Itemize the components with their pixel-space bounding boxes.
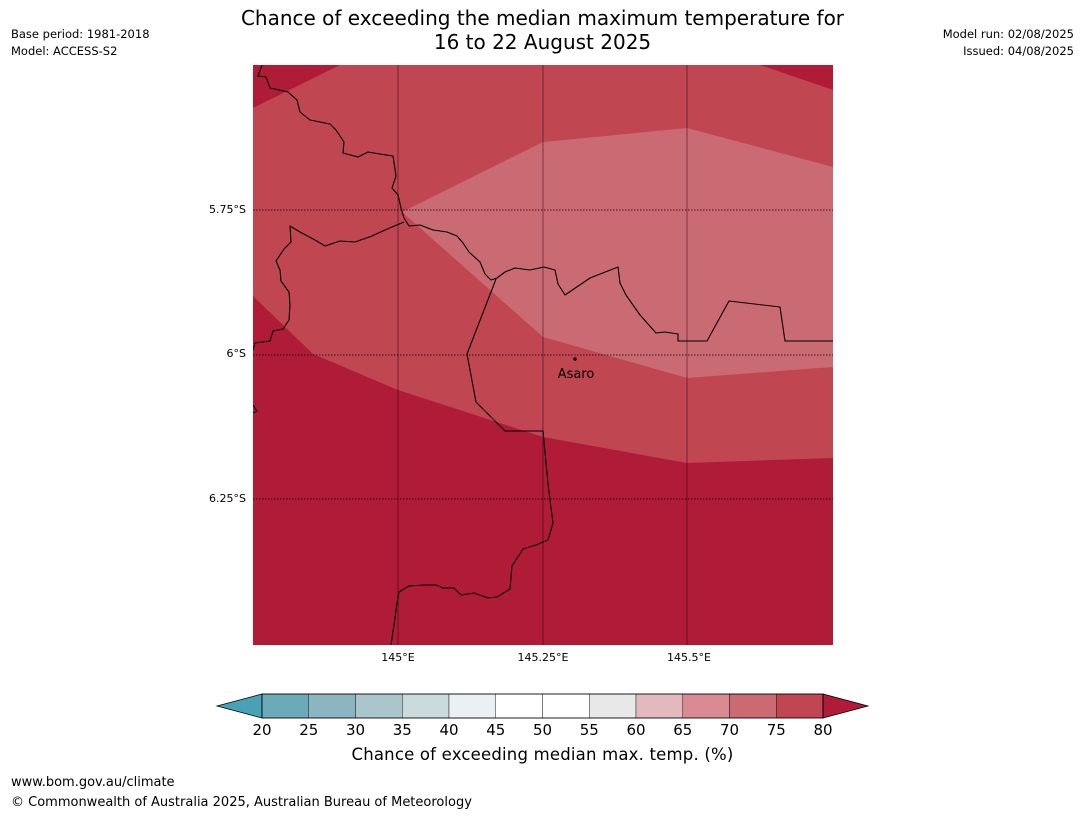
lat-label-6: 6°S (227, 347, 246, 360)
colorbar-segment (682, 693, 730, 719)
footer-url[interactable]: www.bom.gov.au/climate (11, 775, 175, 790)
colorbar-title: Chance of exceeding median max. temp. (%… (351, 745, 734, 764)
colorbar-segment (635, 693, 683, 719)
colorbar-tick-label: 25 (299, 721, 318, 739)
provincial-boundary-north (257, 65, 833, 342)
title-line-2: 16 to 22 August 2025 (433, 30, 652, 54)
colorbar-segment (355, 693, 403, 719)
provincial-boundary-fragment (253, 404, 258, 414)
colorbar-tick-label: 60 (626, 721, 645, 739)
colorbar-segment (589, 693, 637, 719)
asaro-label: Asaro (558, 367, 595, 382)
lon-axis-labels: 145°E 145.25°E 145.5°E (381, 651, 711, 664)
colorbar-tick-label: 35 (393, 721, 412, 739)
gridlines (253, 65, 833, 645)
colorbar-segment (448, 693, 496, 719)
provincial-boundary-south (390, 278, 554, 645)
colorbar-segment (402, 693, 450, 719)
model-run-label: Model run: 02/08/2025 (942, 27, 1074, 41)
colorbar-outline (261, 693, 824, 719)
asaro-marker (573, 357, 577, 361)
colorbar-tick-label: 45 (486, 721, 505, 739)
colorbar-tick-label: 70 (720, 721, 739, 739)
colorbar-tick-label: 50 (533, 721, 552, 739)
colorbar-segment (776, 693, 824, 719)
colorbar-segment (261, 693, 309, 719)
lon-label-145-5: 145.5°E (667, 651, 711, 664)
map-title: Chance of exceeding the median maximum t… (0, 6, 1085, 54)
colorbar: 20 25 30 35 40 45 50 55 60 65 70 75 80 (215, 693, 870, 739)
provincial-boundary-west (253, 221, 405, 351)
title-line-1: Chance of exceeding the median maximum t… (240, 6, 845, 30)
colorbar-segment (495, 693, 543, 719)
meta-right: Model run: 02/08/2025 Issued: 04/08/2025 (943, 26, 1074, 60)
colorbar-extend-high (822, 693, 870, 719)
issued-label: Issued: 04/08/2025 (963, 44, 1074, 58)
colorbar-tick-label: 40 (439, 721, 458, 739)
lat-label-6-25: 6.25°S (209, 492, 246, 505)
colorbar-extend-low (215, 693, 263, 719)
colorbar-segment (542, 693, 590, 719)
boundaries (253, 65, 833, 645)
model-label: Model: ACCESS-S2 (11, 44, 118, 58)
map-area: Asaro (253, 65, 833, 645)
colorbar-tick-label: 65 (673, 721, 692, 739)
base-period-label: Base period: 1981-2018 (11, 27, 150, 41)
probability-band-70 (402, 128, 833, 378)
colorbar-tick-label: 80 (813, 721, 832, 739)
colorbar-segment (308, 693, 356, 719)
colorbar-tick-label: 55 (580, 721, 599, 739)
colorbar-tick-label: 30 (346, 721, 365, 739)
colorbar-tick-label: 75 (767, 721, 786, 739)
lon-label-145: 145°E (381, 651, 414, 664)
meta-left: Base period: 1981-2018 Model: ACCESS-S2 (11, 26, 150, 60)
colorbar-segment (729, 693, 777, 719)
lon-label-145-25: 145.25°E (518, 651, 569, 664)
colorbar-tick-label: 20 (252, 721, 271, 739)
footer-copyright: © Commonwealth of Australia 2025, Austra… (11, 795, 472, 810)
lat-axis-labels: 5.75°S 6°S 6.25°S (209, 203, 246, 505)
lat-label-5-75: 5.75°S (209, 203, 246, 216)
